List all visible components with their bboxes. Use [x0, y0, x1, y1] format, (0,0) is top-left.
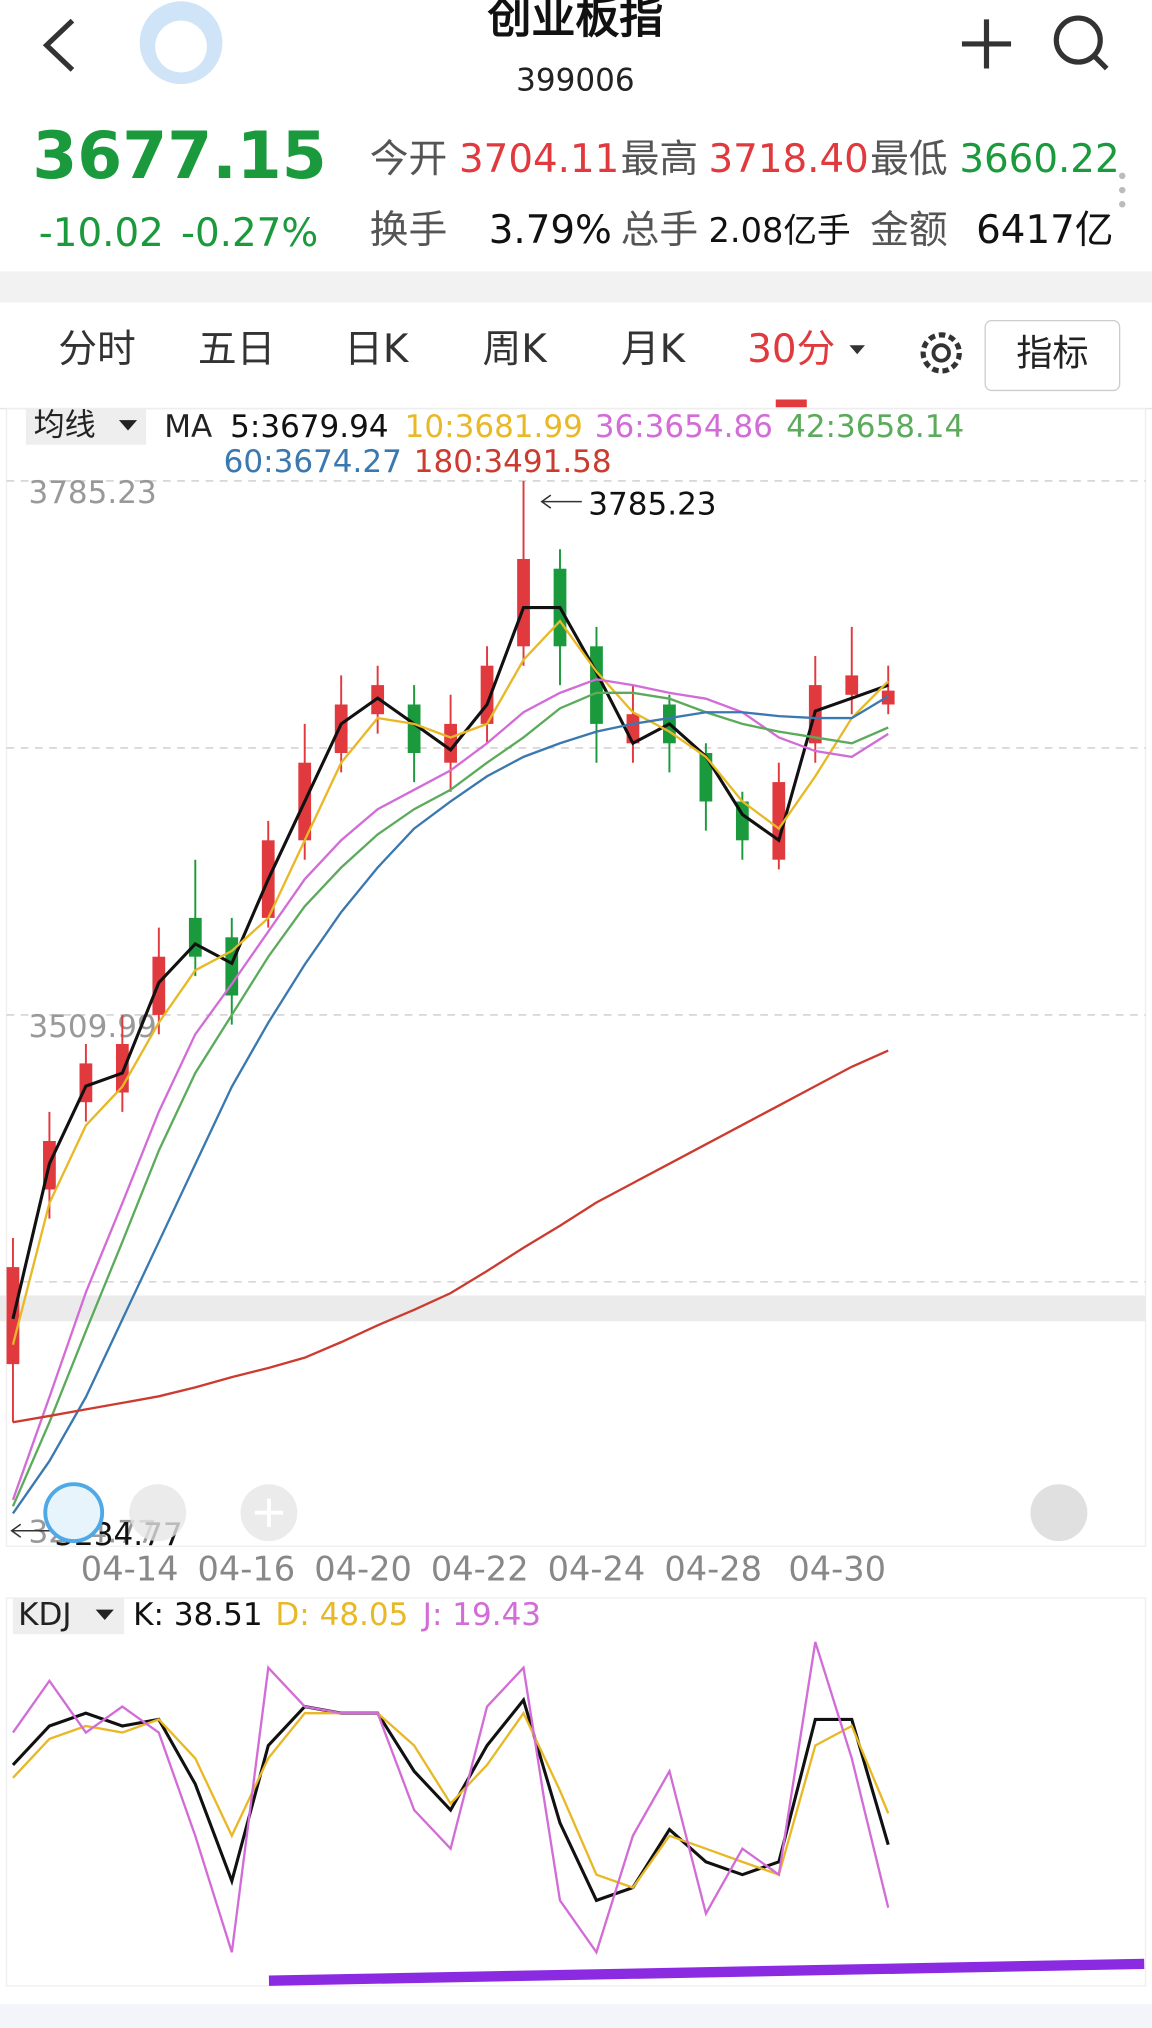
tab-underline: [775, 399, 807, 408]
bottom-bar: [0, 2003, 1152, 2028]
legend-entry: 36:3654.86: [595, 409, 773, 445]
stat-label: 金额: [870, 208, 948, 253]
search-icon: [1053, 15, 1103, 65]
stat-label: 最低: [870, 137, 948, 182]
trend-line: [268, 1958, 1145, 1986]
zoom-controls: [43, 1482, 1088, 1544]
code: 399006: [516, 62, 634, 98]
kdj-line: [12, 1710, 890, 1889]
stats: 今开 3704.11 最高 3718.40 最低 3660.22 换手 3.79% 总手 2.08…: [370, 137, 1120, 253]
stat-value: 2.08亿手: [709, 211, 851, 250]
candle-body: [444, 723, 457, 763]
price: 3677.15: [32, 119, 326, 194]
back-button[interactable]: [42, 18, 75, 72]
stat-label: 今开: [370, 137, 448, 182]
candle-body: [407, 704, 421, 754]
stat-value: 3704.11: [459, 137, 619, 182]
change-percent: -0.27%: [181, 211, 318, 256]
stat-label: 换手: [370, 208, 448, 253]
candle-body: [626, 714, 640, 744]
dot: [1119, 186, 1126, 194]
x-tick-label: 04-30: [788, 1549, 886, 1588]
legend-entry: D: 48.05: [275, 1597, 408, 1633]
x-tick-label: 04-24: [548, 1549, 646, 1588]
candle-body: [772, 782, 786, 860]
ma-line: [11, 605, 889, 1320]
legend-entry: J: 19.43: [421, 1597, 541, 1633]
stat-value: 3.79%: [489, 208, 612, 253]
ma-line: [11, 691, 889, 1507]
ma-selector-arrow: [118, 420, 138, 431]
tab[interactable]: 五日: [198, 327, 276, 372]
high-label: 3785.23: [588, 487, 716, 523]
dot: [1119, 172, 1126, 180]
gear-core: [931, 343, 951, 363]
search-button[interactable]: [1053, 15, 1109, 71]
tab[interactable]: 30分: [747, 327, 835, 372]
tab[interactable]: 月K: [621, 327, 687, 372]
tab[interactable]: 周K: [482, 327, 548, 372]
tabs: 分时 五日 日K 周K 月K 30分: [58, 327, 865, 408]
main-chart: 均线MA3785.233509.993234.7704-1404-1604-20…: [6, 408, 1146, 1588]
stat-value: 3718.40: [709, 137, 869, 182]
legend-entry: 10:3681.99: [405, 409, 583, 445]
legend-entry: 5:3679.94: [230, 409, 388, 445]
title: 创业板指: [487, 0, 663, 44]
k-button[interactable]: [43, 1482, 105, 1544]
legend-entry: 180:3491.58: [414, 444, 612, 480]
stat-value: 6417亿: [976, 208, 1113, 253]
fullscreen[interactable]: [1030, 1484, 1088, 1542]
search-handle: [1091, 53, 1109, 71]
add-button[interactable]: [961, 19, 1012, 69]
overlay-band: [0, 1295, 1146, 1322]
x-tick-label: 04-28: [664, 1549, 762, 1588]
stat-label: 最高: [621, 137, 699, 182]
candle-body: [334, 704, 348, 754]
high-arrow: [540, 494, 582, 509]
ma-line: [11, 619, 890, 1346]
x-tick-label: 04-16: [198, 1549, 296, 1588]
legend-entry: 60:3674.27: [224, 444, 402, 480]
x-tick-label: 04-22: [431, 1549, 529, 1588]
plus-icon: [254, 1498, 284, 1527]
candle-body: [699, 753, 713, 802]
stat-value: 3660.22: [959, 137, 1119, 182]
kdj-frame: [5, 1597, 1147, 1987]
ma-selector-label: 均线: [34, 408, 96, 444]
tab[interactable]: 日K: [344, 327, 410, 372]
main-frame: [5, 407, 1147, 1547]
ma-line: [12, 1049, 889, 1424]
settings-button[interactable]: [920, 332, 962, 374]
candle-body: [845, 675, 859, 695]
y-tick-label: 3785.23: [28, 475, 156, 511]
legend-entry: K: 38.51: [133, 1597, 262, 1633]
dot: [1119, 201, 1126, 208]
change: -10.02: [39, 211, 164, 256]
avatar-face: [155, 20, 207, 73]
tab-arrow: [849, 345, 865, 355]
legend-entry: 42:3658.14: [786, 409, 964, 445]
low-arrow: [10, 1523, 52, 1538]
zoom-out[interactable]: [129, 1484, 187, 1542]
x-tick-label: 04-14: [81, 1549, 179, 1588]
candle-body: [590, 646, 603, 724]
ma-prefix: MA: [164, 409, 212, 445]
tab[interactable]: 分时: [58, 327, 136, 372]
kdj-line: [12, 1641, 890, 1955]
kdj-title: KDJ: [18, 1597, 71, 1633]
x-tick-label: 04-20: [314, 1549, 412, 1588]
indicator-button[interactable]: [984, 319, 1121, 392]
indicator-label: 指标: [1016, 332, 1088, 375]
gear: [920, 332, 962, 374]
stat-label: 总手: [621, 208, 699, 253]
kdj-arrow: [95, 1609, 114, 1620]
candle-body: [517, 558, 530, 647]
kdj-chart: KDJ K: 38.51 D: 48.05 J: 19.43: [11, 1597, 890, 1955]
ma-line: [11, 695, 889, 1515]
separator: [0, 271, 1152, 303]
